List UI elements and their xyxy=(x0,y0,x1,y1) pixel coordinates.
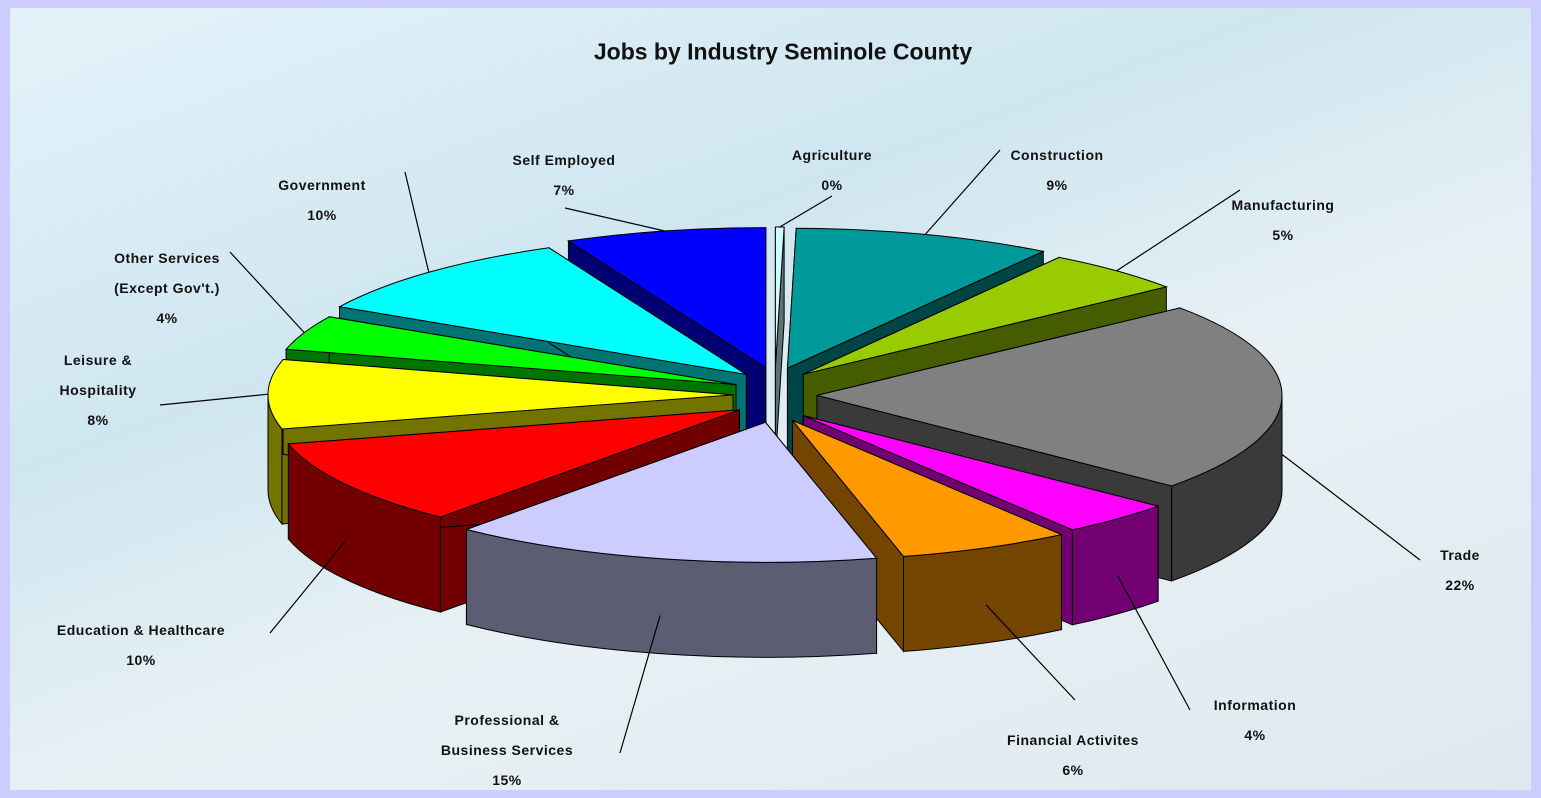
value-label: 15% xyxy=(492,765,522,795)
slice-label: Self Employed xyxy=(513,145,616,175)
slice-label: Other Services (Except Gov't.) xyxy=(114,243,220,303)
value-label: 4% xyxy=(1244,720,1265,750)
slice-label: Information xyxy=(1214,690,1297,720)
chart-title: Jobs by Industry Seminole County xyxy=(594,39,972,66)
value-label: 7% xyxy=(553,175,574,205)
leader-line xyxy=(160,394,268,405)
leader-line xyxy=(565,208,665,231)
leader-line xyxy=(230,252,304,333)
slice-label: Professional & Business Services xyxy=(441,705,573,765)
value-label: 10% xyxy=(126,645,156,675)
value-label: 6% xyxy=(1062,755,1083,785)
value-label: 4% xyxy=(156,303,177,333)
leader-line xyxy=(925,150,1000,235)
value-label: 8% xyxy=(87,405,108,435)
value-label: 22% xyxy=(1445,570,1475,600)
value-label: 5% xyxy=(1272,220,1293,250)
slice-label: Trade xyxy=(1440,540,1480,570)
leader-line xyxy=(1117,190,1240,271)
slice-label: Agriculture xyxy=(792,140,872,170)
slice-label: Leisure & Hospitality xyxy=(59,345,136,405)
slice-label: Education & Healthcare xyxy=(57,615,225,645)
value-label: 9% xyxy=(1046,170,1067,200)
leader-line xyxy=(405,172,429,272)
value-label: 10% xyxy=(307,200,337,230)
slice-label: Government xyxy=(278,170,365,200)
slice-label: Construction xyxy=(1010,140,1103,170)
leader-line xyxy=(1282,454,1420,560)
leader-line xyxy=(780,196,832,227)
value-label: 0% xyxy=(821,170,842,200)
slice-label: Manufacturing xyxy=(1232,190,1335,220)
background: Jobs by Industry Seminole County Agricul… xyxy=(0,0,1541,798)
slice-label: Financial Activites xyxy=(1007,725,1139,755)
chart xyxy=(0,0,1541,798)
